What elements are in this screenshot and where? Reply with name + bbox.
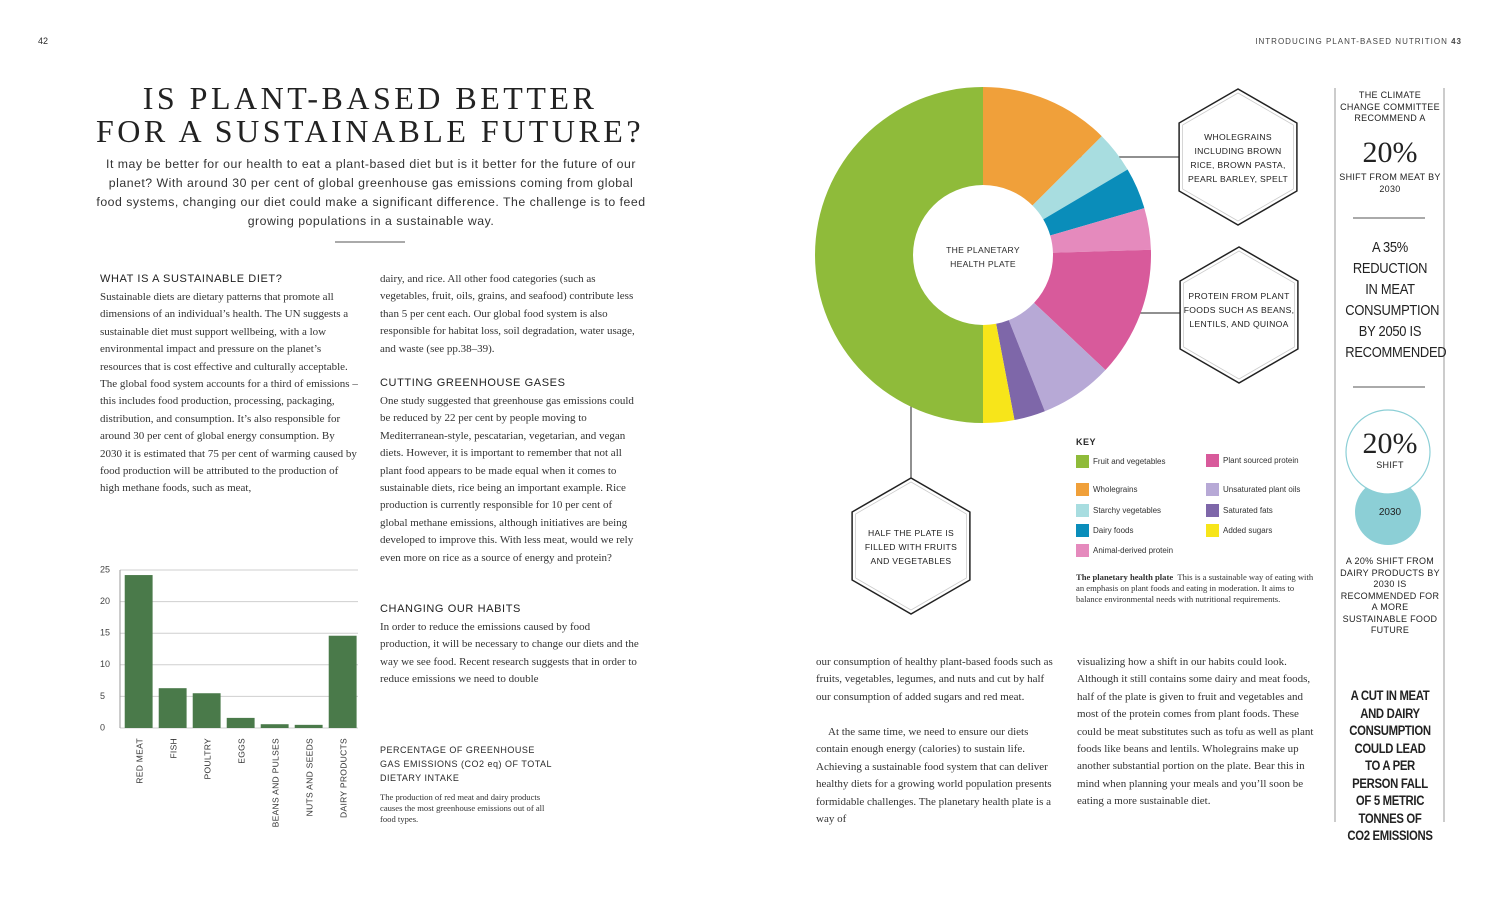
donut-segment	[983, 323, 1015, 423]
legend-swatch	[1076, 524, 1089, 537]
stat-figure: 20%	[1362, 427, 1418, 460]
section-heading: CHANGING OUR HABITS	[380, 603, 521, 615]
chart-caption-title: PERCENTAGE OF GREENHOUSE GAS EMISSIONS (…	[380, 745, 552, 783]
hexagon-inner	[1182, 92, 1294, 222]
y-tick-label: 15	[100, 628, 110, 638]
body-text: our consumption of healthy plant-based f…	[816, 656, 1053, 703]
stat-text: A CUT IN MEAT AND DAIRY CONSUMPTION COUL…	[1347, 688, 1433, 843]
y-tick-label: 0	[100, 722, 105, 732]
hexagon	[1178, 88, 1298, 226]
legend-swatch	[1206, 483, 1219, 496]
body-text: dairy, and rice. All other food categori…	[380, 273, 635, 355]
x-tick-label: POULTRY	[202, 738, 212, 779]
bar	[192, 693, 221, 728]
donut-segment	[1050, 208, 1151, 253]
hexagon	[1179, 246, 1299, 384]
title-line: FOR A SUSTAINABLE FUTURE?	[95, 113, 645, 149]
bar	[226, 717, 255, 728]
shift-circle	[1345, 409, 1431, 495]
caption-text: This is a sustainable way of eating with…	[1076, 572, 1314, 604]
legend-swatch	[1076, 544, 1089, 557]
bar	[158, 688, 187, 728]
legend-label: Unsaturated plant oils	[1223, 485, 1301, 494]
y-tick-label: 20	[100, 596, 110, 606]
x-tick-label: NUTS AND SEEDS	[304, 738, 314, 816]
page-number: 42	[38, 36, 49, 46]
legend-label: Starchy vegetables	[1093, 506, 1162, 515]
callout-text: HALF THE PLATE IS FILLED WITH FRUITS AND…	[864, 528, 958, 566]
y-tick-label: 5	[100, 691, 105, 701]
legend-label: Added sugars	[1223, 526, 1273, 535]
hexagon	[851, 477, 971, 615]
legend-swatch	[1076, 504, 1089, 517]
legend-label: Animal-derived protein	[1093, 546, 1174, 555]
bar	[294, 724, 323, 728]
section-heading: WHAT IS A SUSTAINABLE DIET?	[100, 273, 283, 285]
donut-segment	[815, 87, 983, 423]
donut-segment	[983, 87, 1102, 206]
year-circle	[1355, 479, 1421, 545]
stat-text: A 35% REDUCTION IN MEAT CONSUMPTION BY 2…	[1345, 239, 1447, 361]
x-tick-label: BEANS AND PULSES	[270, 738, 280, 827]
callout-text: WHOLEGRAINS INCLUDING BROWN RICE, BROWN …	[1187, 132, 1289, 184]
y-tick-label: 10	[100, 659, 110, 669]
legend-swatch	[1206, 504, 1219, 517]
donut-segment	[1043, 169, 1145, 236]
running-head: INTRODUCING PLANT-BASED NUTRITION 43	[1255, 37, 1462, 46]
donut-segment	[1032, 136, 1128, 220]
bar	[124, 575, 153, 728]
body-text: visualizing how a shift in our habits co…	[1077, 656, 1314, 808]
stat-figure: 20%	[1362, 136, 1418, 169]
legend-swatch	[1076, 483, 1089, 496]
chart-caption: The production of red meat and dairy pro…	[380, 792, 545, 824]
legend-label: Saturated fats	[1223, 506, 1273, 515]
caption-title: The planetary health plate	[1076, 572, 1174, 582]
x-tick-label: DAIRY PRODUCTS	[338, 738, 348, 818]
hexagon-inner	[855, 481, 967, 611]
legend-swatch	[1206, 454, 1219, 467]
body-text: Sustainable diets are dietary patterns t…	[100, 291, 358, 495]
donut-segment	[1008, 302, 1106, 412]
legend-label: Wholegrains	[1093, 485, 1138, 494]
donut-center-label: THE PLANETARY HEALTH PLATE	[946, 245, 1020, 269]
stat-label: SHIFT	[1376, 460, 1404, 470]
donut-segment	[996, 320, 1045, 421]
legend-swatch	[1206, 524, 1219, 537]
legend-label: Plant sourced protein	[1223, 456, 1299, 465]
legend-title: KEY	[1076, 437, 1097, 447]
intro: It may be better for our health to eat a…	[96, 157, 646, 228]
stat-year: 2030	[1378, 507, 1402, 518]
bar	[328, 635, 357, 728]
chart-caption: The planetary health plate This is a sus…	[1076, 572, 1316, 605]
running-head-text: INTRODUCING PLANT-BASED NUTRITION	[1255, 37, 1448, 46]
body-text: In order to reduce the emissions caused …	[380, 621, 639, 686]
stat-lead: THE CLIMATE CHANGE COMMITTEE RECOMMEND A	[1340, 90, 1440, 123]
y-tick-label: 25	[100, 564, 110, 574]
legend-label: Dairy foods	[1093, 526, 1134, 535]
donut-segment	[1034, 249, 1151, 371]
body-text: At the same time, we need to ensure our …	[816, 726, 1052, 826]
title-line: IS PLANT-BASED BETTER	[142, 80, 598, 116]
stat-text: A 20% SHIFT FROM DAIRY PRODUCTS BY 2030 …	[1340, 556, 1440, 635]
page-number: 43	[1451, 37, 1462, 46]
legend-label: Fruit and vegetables	[1093, 457, 1166, 466]
legend-swatch	[1076, 455, 1089, 468]
body-text: One study suggested that greenhouse gas …	[380, 395, 634, 564]
x-tick-label: EGGS	[236, 738, 246, 764]
section-heading: CUTTING GREENHOUSE GASES	[380, 377, 566, 389]
bar	[260, 724, 289, 728]
stat-tail: SHIFT FROM MEAT BY 2030	[1339, 172, 1441, 194]
x-tick-label: FISH	[168, 738, 178, 759]
callout-text: PROTEIN FROM PLANT FOODS SUCH AS BEANS, …	[1183, 291, 1295, 329]
hexagon-inner	[1183, 250, 1295, 380]
x-tick-label: RED MEAT	[134, 738, 144, 784]
